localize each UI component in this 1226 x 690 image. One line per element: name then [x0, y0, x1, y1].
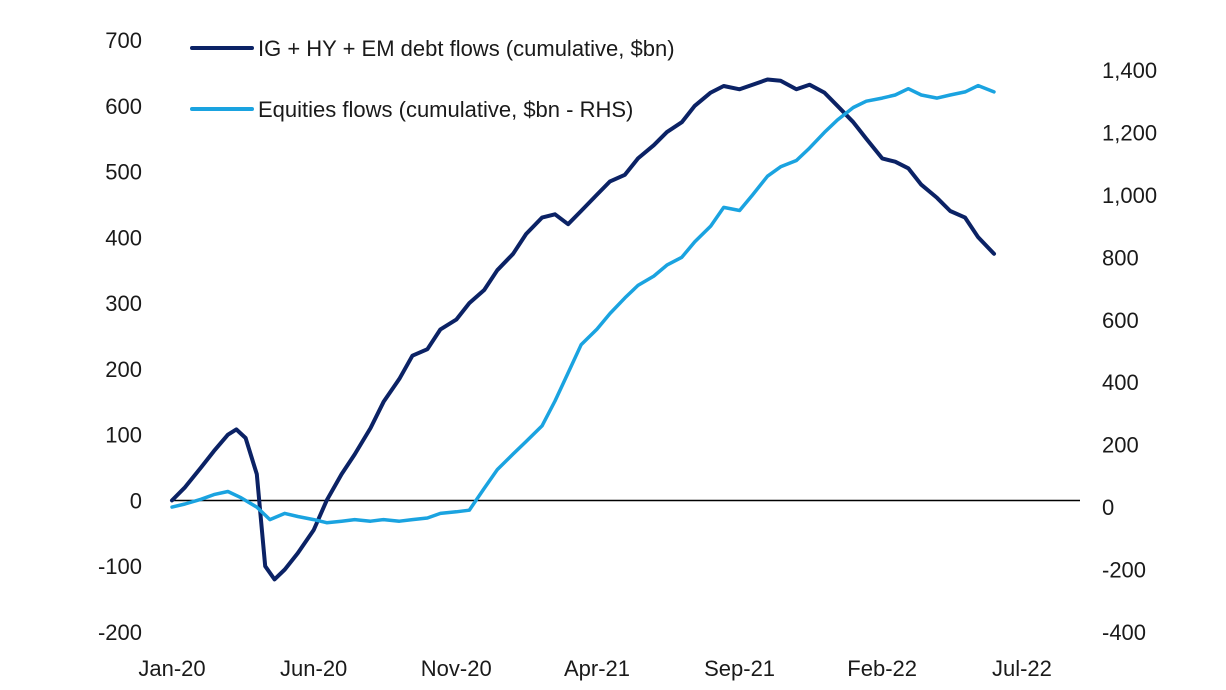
series-layer [170, 77, 996, 582]
right-tick-label: 400 [1102, 370, 1139, 395]
legend-label-debt: IG + HY + EM debt flows (cumulative, $bn… [258, 36, 675, 61]
right-tick-label: 0 [1102, 495, 1114, 520]
right-tick-label: 1,000 [1102, 183, 1157, 208]
left-tick-label: -100 [98, 554, 142, 579]
x-tick-label: Jun-20 [280, 656, 347, 681]
equities-flows-line [170, 83, 996, 525]
x-tick-label: Jan-20 [138, 656, 205, 681]
left-tick-label: 0 [130, 488, 142, 513]
legend: IG + HY + EM debt flows (cumulative, $bn… [190, 36, 675, 122]
x-tick-label: Jul-22 [992, 656, 1052, 681]
left-tick-label: 700 [105, 28, 142, 53]
right-tick-label: 600 [1102, 308, 1139, 333]
legend-label-equities: Equities flows (cumulative, $bn - RHS) [258, 97, 633, 122]
x-tick-label: Apr-21 [564, 656, 630, 681]
right-axis-ticks: -400 -200 0 200 400 600 800 1,000 1,200 1,400 [1102, 58, 1157, 645]
x-tick-label: Nov-20 [421, 656, 492, 681]
x-axis-ticks: Jan-20 Jun-20 Nov-20 Apr-21 Sep-21 Feb-22 Jul-… [138, 656, 1052, 681]
right-tick-label: 1,400 [1102, 58, 1157, 83]
right-tick-label: -200 [1102, 558, 1146, 583]
x-tick-label: Feb-22 [847, 656, 917, 681]
debt-flows-line [170, 77, 996, 582]
left-tick-label: 100 [105, 423, 142, 448]
left-tick-label: 300 [105, 291, 142, 316]
left-tick-label: 200 [105, 357, 142, 382]
left-tick-label: 600 [105, 94, 142, 119]
right-tick-label: 800 [1102, 245, 1139, 270]
left-tick-label: 400 [105, 225, 142, 250]
left-tick-label: -200 [98, 620, 142, 645]
x-tick-label: Sep-21 [704, 656, 775, 681]
right-tick-label: 200 [1102, 433, 1139, 458]
right-tick-label: -400 [1102, 620, 1146, 645]
left-tick-label: 500 [105, 160, 142, 185]
right-tick-label: 1,200 [1102, 120, 1157, 145]
left-axis-ticks: -200 -100 0 100 200 300 400 500 600 700 [98, 28, 142, 645]
